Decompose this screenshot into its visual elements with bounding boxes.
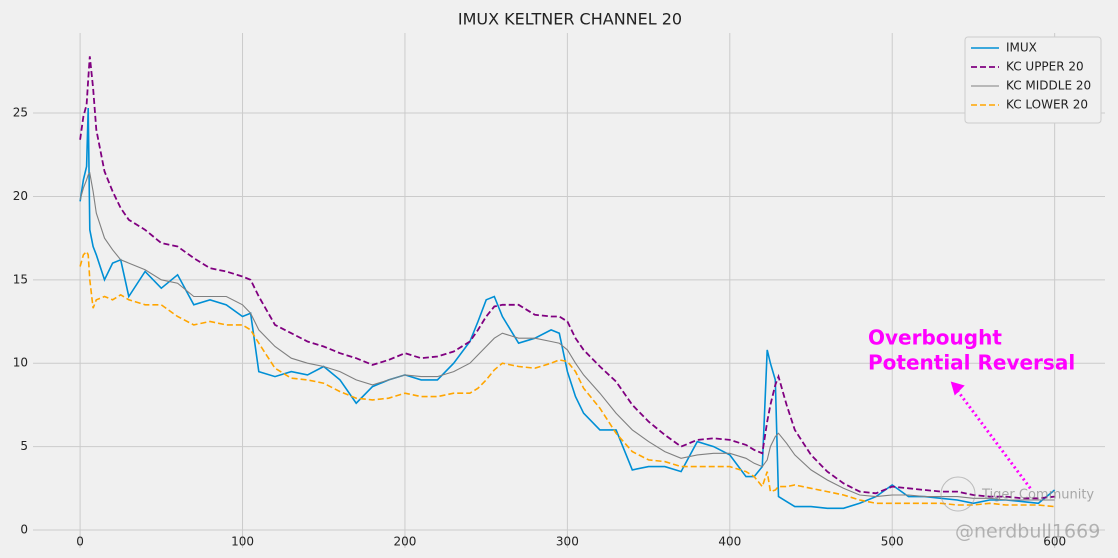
series-line	[79, 56, 1055, 500]
annotation-arrowhead	[950, 381, 965, 396]
x-tick-label: 300	[556, 535, 579, 549]
y-tick-label: 25	[13, 106, 28, 120]
watermark-logo	[940, 476, 976, 512]
x-tick-label: 200	[393, 535, 416, 549]
watermark-text: Tiger Community	[981, 488, 1094, 503]
chart-title: IMUX KELTNER CHANNEL 20	[458, 10, 682, 29]
watermark-text: @nerdbull1669	[955, 521, 1100, 543]
y-tick-label: 15	[13, 272, 28, 286]
legend-label: KC LOWER 20	[1006, 98, 1088, 112]
legend-label: IMUX	[1006, 41, 1037, 55]
annotation-text: Overbought	[868, 326, 1002, 350]
legend-label: KC MIDDLE 20	[1006, 79, 1091, 93]
x-tick-label: 100	[231, 535, 254, 549]
y-tick-label: 5	[20, 439, 28, 453]
annotation-arrow	[955, 388, 1032, 490]
legend-box	[964, 36, 1102, 124]
x-tick-label: 0	[76, 535, 84, 549]
y-tick-label: 20	[13, 189, 28, 203]
legend-label: KC UPPER 20	[1006, 60, 1084, 74]
x-tick-label: 500	[881, 535, 904, 549]
y-tick-label: 0	[20, 522, 28, 536]
legend: IMUX KC UPPER 20 KC MIDDLE 20 KC LOWER 20	[964, 36, 1102, 124]
y-tick-label: 10	[13, 356, 28, 370]
annotation-text: Potential Reversal	[868, 351, 1075, 375]
x-tick-label: 600	[1043, 535, 1066, 549]
x-tick-label: 400	[718, 535, 741, 549]
series-line	[79, 107, 1056, 510]
series-line	[79, 250, 1055, 508]
series-line	[79, 171, 1055, 501]
